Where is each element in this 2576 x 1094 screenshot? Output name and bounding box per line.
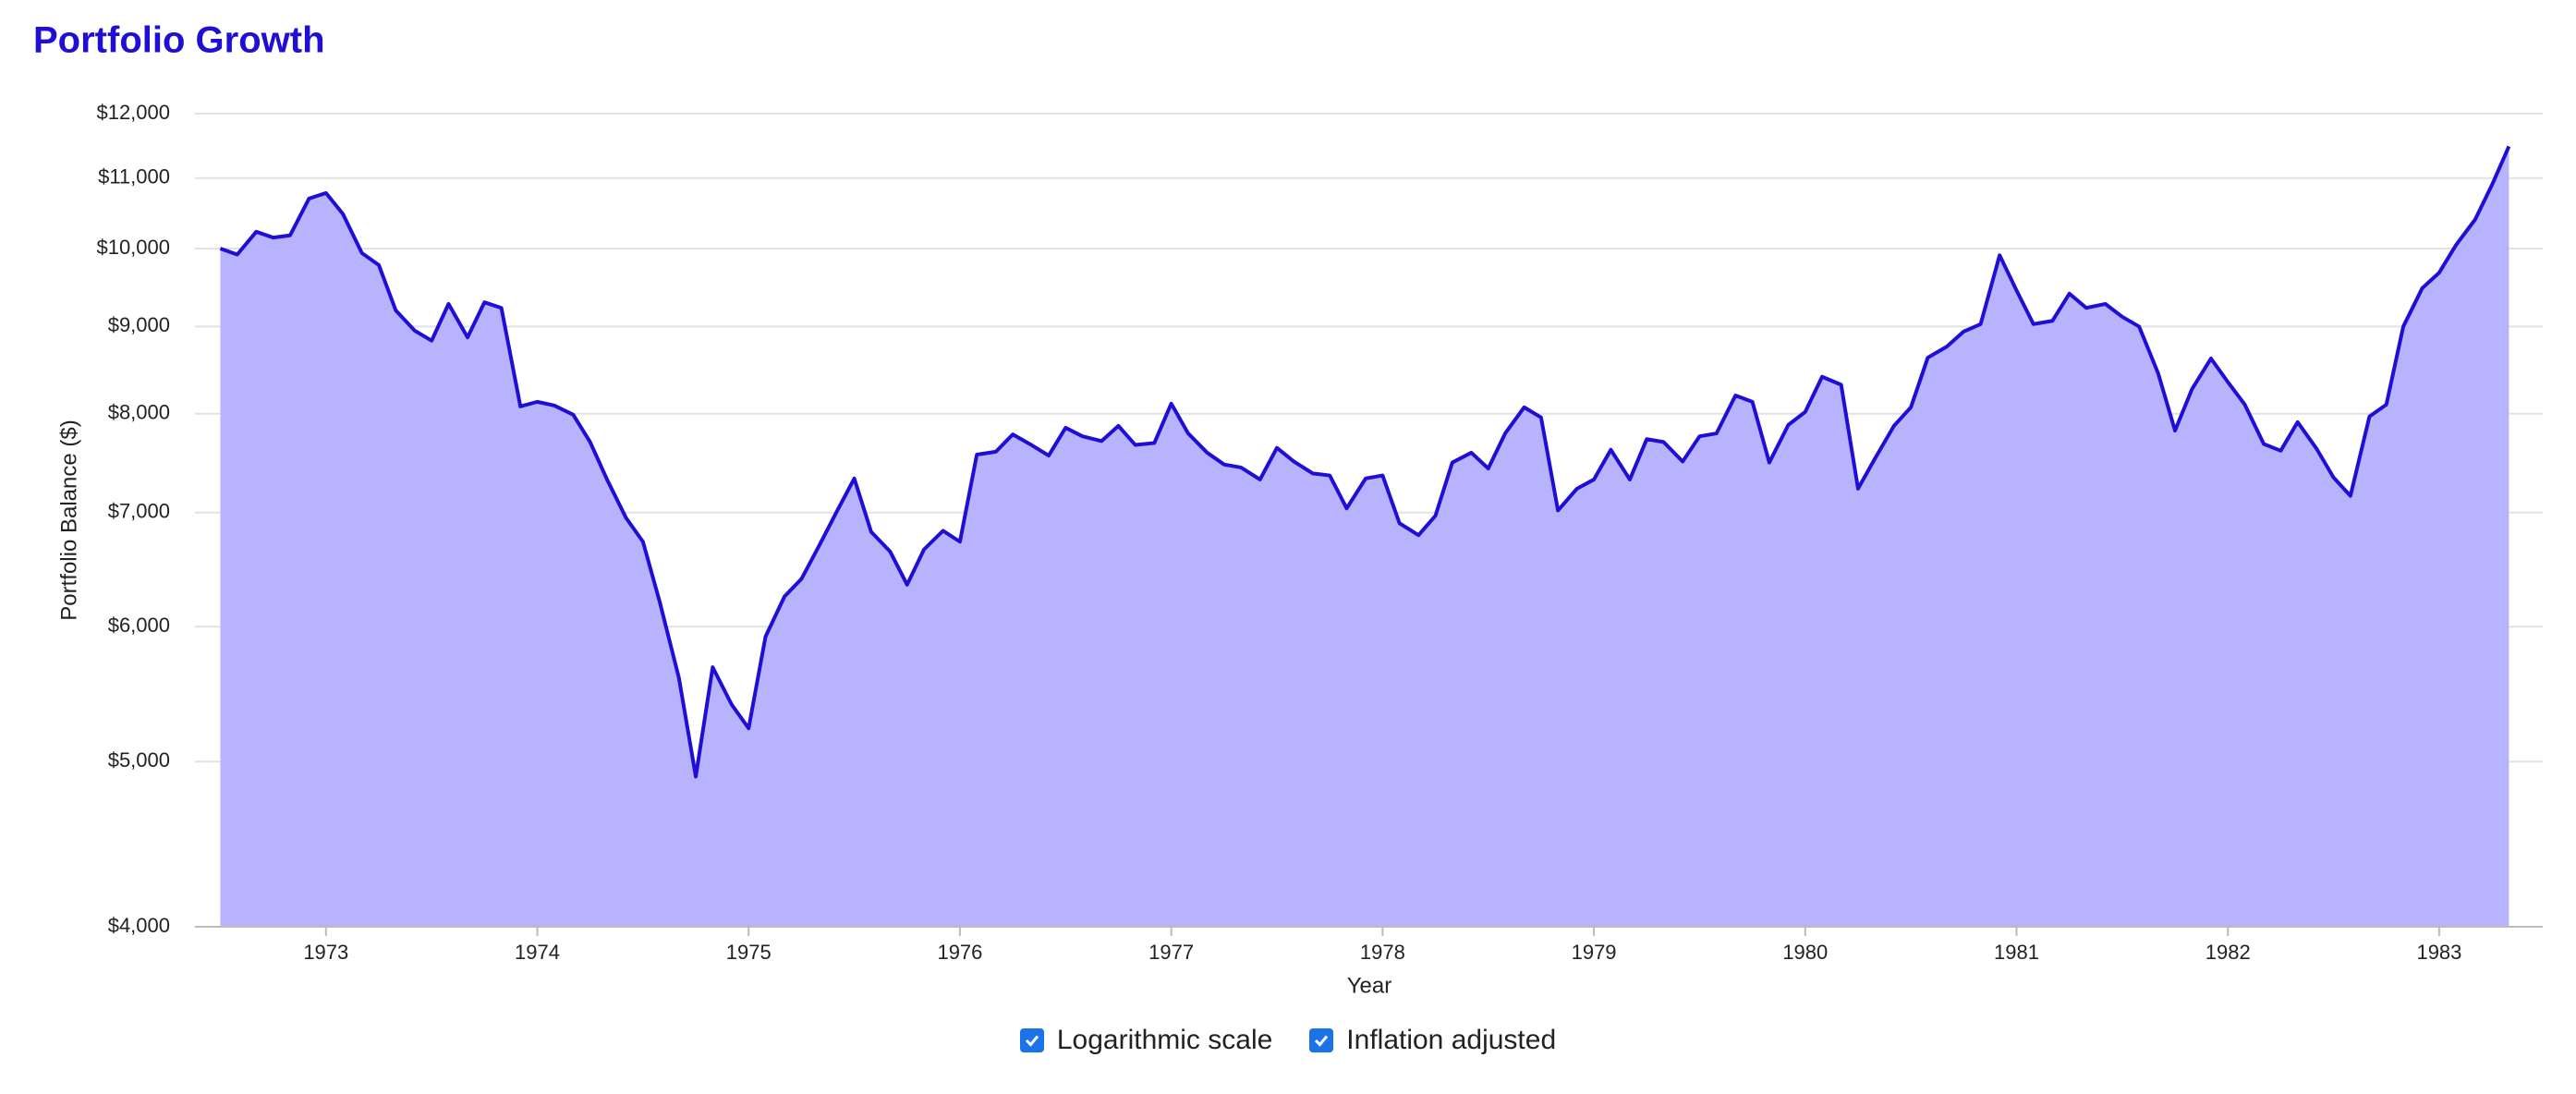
checkbox-option[interactable]: Logarithmic scale (1019, 1016, 1273, 1064)
x-tick-label: 1981 (1994, 941, 2039, 964)
checkbox-option[interactable]: Inflation adjusted (1309, 1016, 1556, 1064)
chart: Portfolio Growth Year Portfolio Balance … (33, 20, 2543, 998)
x-tick-label: 1975 (726, 941, 772, 964)
y-tick-label: $8,000 (108, 401, 170, 424)
x-tick-label: 1979 (1572, 941, 1617, 964)
y-tick-label: $5,000 (108, 748, 170, 772)
checkbox-label: Inflation adjusted (1346, 1025, 1557, 1055)
checkbox[interactable] (1019, 1028, 1044, 1052)
y-tick-label: $10,000 (96, 236, 170, 259)
x-tick-label: 1980 (1782, 941, 1828, 964)
checkbox[interactable] (1309, 1028, 1334, 1052)
line (219, 145, 2511, 779)
x-tick-label: 1976 (937, 941, 982, 964)
check-mark (1025, 1035, 1039, 1047)
y-axis-label: Portfolio Balance ($) (56, 419, 81, 620)
x-tick-label: 1973 (303, 941, 348, 964)
x-tick-label: 1977 (1148, 941, 1194, 964)
y-tick-label: $7,000 (108, 500, 170, 523)
y-tick-label: $9,000 (108, 313, 170, 336)
x-tick-label: 1983 (2416, 941, 2461, 964)
y-tick-label: $4,000 (108, 914, 170, 937)
chart-title: Portfolio Growth (33, 20, 325, 61)
area (220, 146, 2509, 927)
y-tick-label: $6,000 (108, 614, 170, 637)
y-tick-label: $11,000 (98, 165, 170, 188)
check-mark (1315, 1035, 1329, 1047)
controls: Logarithmic scale Inflation adjusted (0, 1016, 2576, 1064)
checkbox-label: Logarithmic scale (1056, 1025, 1273, 1055)
y-tick-label: $12,000 (96, 101, 170, 124)
x-tick-label: 1978 (1360, 941, 1405, 964)
x-axis-label: Year (1347, 973, 1392, 998)
x-tick-label: 1982 (2205, 941, 2251, 964)
x-tick-label: 1974 (515, 941, 560, 964)
